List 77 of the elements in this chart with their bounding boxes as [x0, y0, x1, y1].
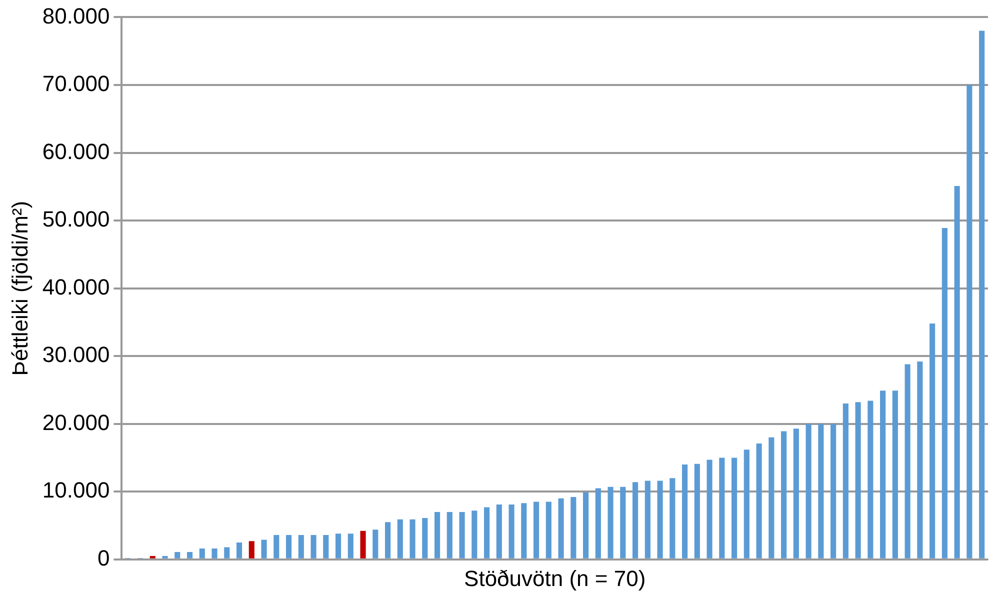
bar — [768, 437, 774, 558]
bar — [236, 542, 242, 558]
bar — [224, 547, 230, 558]
bar — [608, 486, 614, 558]
bar — [904, 364, 910, 558]
bar — [261, 540, 267, 558]
bar — [186, 552, 193, 558]
bar — [620, 486, 626, 558]
bar — [459, 512, 465, 558]
bar — [496, 504, 502, 558]
bar — [446, 512, 452, 558]
bar — [682, 464, 688, 558]
y-tick-label: 10.000 — [42, 478, 110, 503]
bar — [310, 535, 316, 558]
bar — [966, 84, 972, 558]
bar — [212, 548, 218, 558]
bar — [706, 460, 712, 558]
bar — [644, 480, 650, 558]
y-tick-label: 30.000 — [42, 342, 110, 368]
bar — [930, 324, 936, 558]
y-tick-label: 20.000 — [42, 410, 110, 435]
bar — [546, 502, 552, 558]
y-tick-label: 80.000 — [42, 3, 110, 28]
bar — [533, 502, 540, 558]
bar — [868, 400, 874, 558]
bar — [793, 428, 799, 558]
bar — [744, 450, 750, 558]
bar — [756, 444, 762, 558]
bar — [942, 228, 948, 558]
bar — [274, 535, 280, 558]
bar — [422, 518, 428, 558]
bar — [558, 498, 564, 558]
bar — [917, 361, 923, 558]
bar — [781, 431, 787, 558]
bar — [855, 402, 861, 558]
y-tick-label: 60.000 — [42, 138, 110, 164]
bar — [719, 458, 725, 558]
bar — [508, 504, 514, 558]
bar — [348, 534, 354, 558]
bar — [892, 390, 898, 558]
bar — [670, 478, 676, 558]
bar — [323, 535, 329, 558]
y-tick-label: 0 — [97, 545, 110, 570]
bar — [384, 522, 391, 558]
bar — [583, 492, 589, 558]
bar — [298, 535, 304, 558]
bar — [521, 503, 527, 558]
y-tick-label: 40.000 — [42, 274, 110, 300]
y-axis-title: Þéttleiki (fjöldi/m²) — [7, 200, 32, 376]
x-axis-title: Stöðuvötn (n = 70) — [464, 566, 646, 591]
bar — [806, 424, 812, 558]
bar — [632, 482, 638, 558]
bar — [410, 519, 416, 558]
bar — [818, 424, 824, 558]
bar — [199, 548, 205, 558]
bar — [694, 464, 700, 558]
y-tick-label: 70.000 — [42, 71, 110, 96]
bar — [248, 541, 254, 558]
bar — [286, 535, 292, 558]
bar — [954, 186, 960, 558]
bar — [732, 458, 738, 558]
bar — [880, 390, 886, 558]
bar — [842, 404, 848, 558]
bar — [335, 534, 342, 558]
bar — [570, 497, 576, 558]
bar — [830, 424, 836, 558]
y-tick-label: 50.000 — [42, 206, 110, 232]
bar — [174, 552, 180, 558]
bar — [484, 507, 490, 558]
bar — [397, 519, 403, 558]
bar — [979, 30, 985, 558]
bar — [595, 488, 601, 558]
bar — [472, 510, 478, 558]
bar — [657, 480, 663, 558]
bar — [360, 530, 366, 558]
bar — [372, 530, 378, 558]
bar — [434, 512, 440, 558]
